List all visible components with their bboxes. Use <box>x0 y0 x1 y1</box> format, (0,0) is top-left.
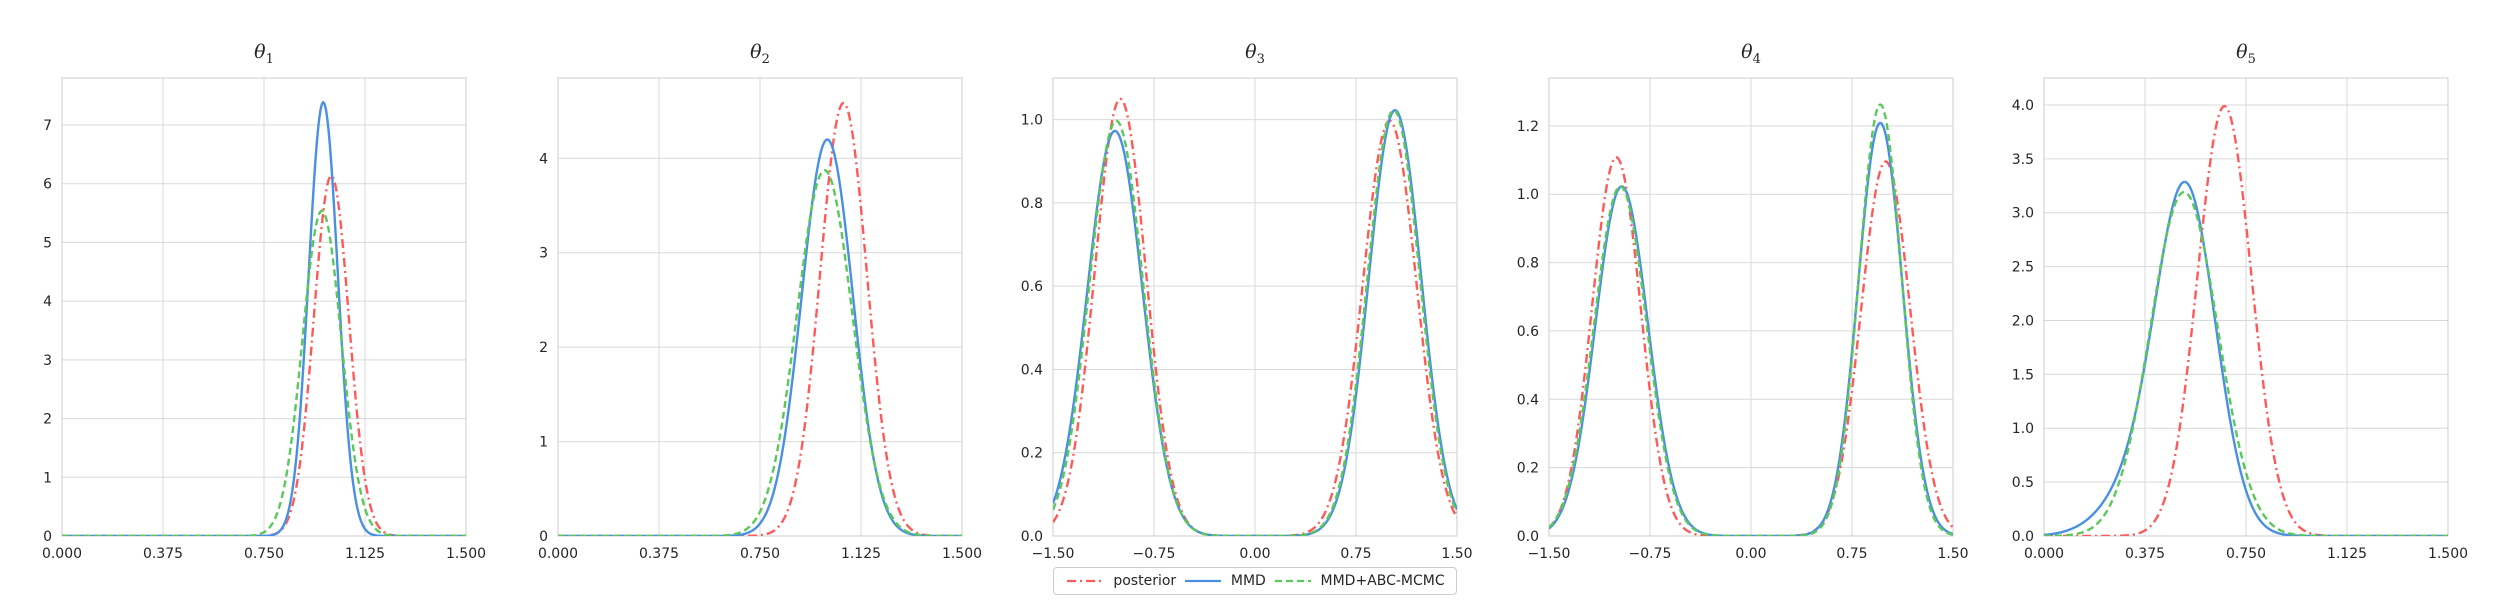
density-curve-posterior <box>1549 156 1953 536</box>
panel-1: 0.000 0.375 0.750 1.125 1.500 0 1 2 3 4 5 6 7 θ1 <box>42 41 486 562</box>
panel-title: θ4 <box>1741 41 1761 67</box>
density-curve-mmd-abc-mcmc <box>1053 108 1457 536</box>
legend-label-mmd: MMD <box>1230 573 1266 589</box>
y-tick-label: 0 <box>43 529 52 545</box>
density-curve-posterior <box>2044 104 2448 536</box>
x-tick-label: −1.50 <box>1528 546 1571 562</box>
panel-3: −1.50 −0.75 0.00 0.75 1.50 0.0 0.2 0.4 0.6 0.8 1.0… <box>1021 41 1473 562</box>
y-tick-label: 4 <box>43 294 52 310</box>
y-tick-label: 0.6 <box>1021 279 1043 295</box>
panel-5: 0.000 0.375 0.750 1.125 1.500 0.0 0.5 1.0 1.5 2.0… <box>2012 41 2468 562</box>
x-tick-label: 1.125 <box>2327 546 2367 562</box>
axes-frame <box>2043 77 2449 537</box>
y-tick-label: 0.0 <box>1517 529 1539 545</box>
legend-item-mmd-abc-mcmc: MMD+ABC-MCMC <box>1273 573 1445 589</box>
density-curve-mmd-abc-mcmc <box>62 209 466 536</box>
x-tick-label: 0.000 <box>2024 546 2064 562</box>
density-curve-mmd-abc-mcmc <box>2044 190 2448 536</box>
legend: posterior MMD MMD+ABC-MCMC <box>1053 567 1457 595</box>
legend-item-mmd: MMD <box>1183 573 1266 589</box>
y-tick-label: 1 <box>539 435 548 451</box>
y-tick-label: 7 <box>43 118 52 134</box>
y-tick-label: 1.0 <box>1517 187 1539 203</box>
y-tick-label: 1.0 <box>1021 113 1043 129</box>
y-tick-label: 2.5 <box>2012 260 2034 276</box>
x-tick-label: −1.50 <box>1032 546 1075 562</box>
density-curve-posterior <box>558 101 962 536</box>
y-tick-label: 1.0 <box>2012 421 2034 437</box>
x-tick-label: 0.750 <box>740 546 780 562</box>
x-tick-label: 1.50 <box>1441 546 1472 562</box>
y-tick-label: 0.2 <box>1517 461 1539 477</box>
density-curve-mmd-abc-mcmc <box>1549 103 1953 536</box>
y-tick-label: 3 <box>539 246 548 262</box>
x-tick-label: 1.125 <box>841 546 881 562</box>
y-tick-label: 0.6 <box>1517 324 1539 340</box>
y-tick-label: 3 <box>43 353 52 369</box>
y-tick-label: 0.2 <box>1021 446 1043 462</box>
density-curve-mmd <box>62 101 466 536</box>
y-tick-label: 0 <box>539 529 548 545</box>
panel-title: θ1 <box>254 41 274 67</box>
x-tick-label: 0.750 <box>2226 546 2266 562</box>
x-tick-label: 0.00 <box>1239 546 1270 562</box>
y-tick-label: 5 <box>43 235 52 251</box>
y-tick-label: 1 <box>43 470 52 486</box>
panel-title: θ3 <box>1245 41 1265 67</box>
x-tick-label: 0.750 <box>244 546 284 562</box>
legend-swatch-mmd-abc-mcmc <box>1274 579 1311 583</box>
density-curve-mmd <box>1549 121 1953 536</box>
x-tick-label: 1.500 <box>2428 546 2468 562</box>
legend-item-posterior: posterior <box>1065 573 1176 589</box>
panel-2: 0.000 0.375 0.750 1.125 1.500 0 1 2 3 4 θ2 <box>538 41 982 562</box>
panel-4: −1.50 −0.75 0.00 0.75 1.50 0.0 0.2 0.4 0.6 0.8 1.0… <box>1517 41 1969 562</box>
legend-swatch-posterior <box>1067 579 1104 583</box>
x-tick-label: 0.375 <box>2125 546 2165 562</box>
density-curve-mmd <box>558 138 962 536</box>
y-tick-label: 4.0 <box>2012 98 2034 114</box>
y-tick-label: 0.8 <box>1021 196 1043 212</box>
y-tick-label: 2 <box>539 340 548 356</box>
panel-title: θ5 <box>2236 41 2256 67</box>
y-tick-label: 1.5 <box>2012 367 2034 383</box>
y-tick-label: 2.0 <box>2012 313 2034 329</box>
y-tick-label: 0.0 <box>1021 529 1043 545</box>
y-tick-label: 0.4 <box>1517 392 1539 408</box>
density-curve-mmd <box>1053 108 1457 536</box>
y-tick-label: 1.2 <box>1517 119 1539 135</box>
x-tick-label: 1.125 <box>345 546 385 562</box>
legend-swatch-mmd <box>1184 579 1221 583</box>
y-tick-label: 2 <box>43 412 52 428</box>
x-tick-label: −0.75 <box>1133 546 1176 562</box>
x-tick-label: 0.000 <box>538 546 578 562</box>
legend-label-mmd-abc-mcmc: MMD+ABC-MCMC <box>1320 573 1445 589</box>
panel-title: θ2 <box>750 41 770 67</box>
density-curve-mmd-abc-mcmc <box>558 169 962 536</box>
x-tick-label: 0.00 <box>1735 546 1766 562</box>
x-tick-label: 0.375 <box>639 546 679 562</box>
x-tick-label: −0.75 <box>1629 546 1672 562</box>
y-tick-label: 0.5 <box>2012 475 2034 491</box>
x-tick-label: 1.500 <box>446 546 486 562</box>
legend-label-posterior: posterior <box>1113 573 1177 589</box>
y-tick-label: 0.4 <box>1021 362 1043 378</box>
x-tick-label: 0.000 <box>42 546 82 562</box>
y-tick-label: 3.5 <box>2012 152 2034 168</box>
x-tick-label: 0.75 <box>1836 546 1867 562</box>
axes-frame <box>557 77 963 537</box>
y-tick-label: 3.0 <box>2012 206 2034 222</box>
x-tick-label: 1.500 <box>942 546 982 562</box>
y-tick-label: 0.0 <box>2012 529 2034 545</box>
y-tick-label: 6 <box>43 177 52 193</box>
x-tick-label: 1.50 <box>1937 546 1968 562</box>
y-tick-label: 4 <box>539 151 548 167</box>
x-tick-label: 0.75 <box>1340 546 1371 562</box>
x-tick-label: 0.375 <box>143 546 183 562</box>
density-curve-mmd <box>2044 180 2448 536</box>
y-tick-label: 0.8 <box>1517 256 1539 272</box>
